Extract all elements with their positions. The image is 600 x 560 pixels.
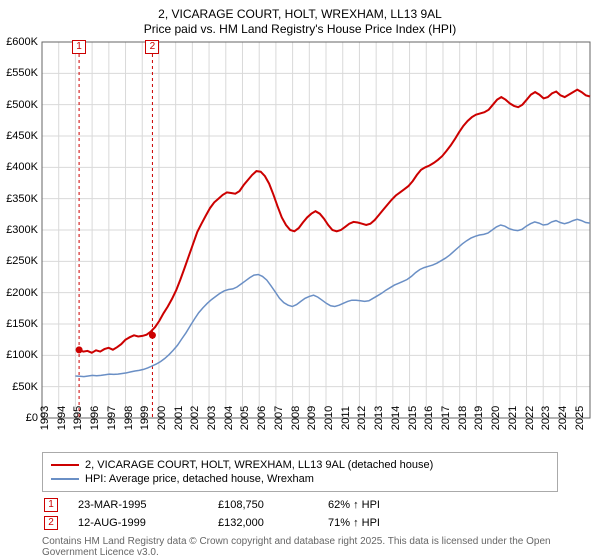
sale-marker-box: 2 <box>145 40 159 54</box>
ytick-label: £200K <box>6 287 42 299</box>
xtick-label: 1995 <box>66 406 84 430</box>
chart-plot-area: £0£50K£100K£150K£200K£250K£300K£350K£400… <box>42 42 590 418</box>
ytick-label: £450K <box>6 130 42 142</box>
xtick-label: 2016 <box>417 406 435 430</box>
ytick-label: £100K <box>6 349 42 361</box>
sale-date: 12-AUG-1999 <box>78 517 198 529</box>
footer-text: Contains HM Land Registry data © Crown c… <box>42 536 558 558</box>
legend-row: HPI: Average price, detached house, Wrex… <box>51 473 549 485</box>
xtick-label: 2023 <box>534 406 552 430</box>
xtick-label: 2018 <box>451 406 469 430</box>
xtick-label: 2024 <box>551 406 569 430</box>
ytick-label: £300K <box>6 224 42 236</box>
xtick-label: 1999 <box>133 406 151 430</box>
xtick-label: 2000 <box>150 406 168 430</box>
ytick-label: £50K <box>12 381 42 393</box>
xtick-label: 1996 <box>83 406 101 430</box>
xtick-label: 2013 <box>367 406 385 430</box>
sale-price: £108,750 <box>218 499 308 511</box>
xtick-label: 2002 <box>183 406 201 430</box>
xtick-label: 1998 <box>117 406 135 430</box>
chart-subtitle: Price paid vs. HM Land Registry's House … <box>0 22 600 40</box>
xtick-label: 2012 <box>350 406 368 430</box>
xtick-label: 2003 <box>200 406 218 430</box>
xtick-label: 2010 <box>317 406 335 430</box>
legend-row: 2, VICARAGE COURT, HOLT, WREXHAM, LL13 9… <box>51 459 549 471</box>
sale-marker-icon: 2 <box>44 516 58 530</box>
xtick-label: 2008 <box>284 406 302 430</box>
xtick-label: 2005 <box>233 406 251 430</box>
legend: 2, VICARAGE COURT, HOLT, WREXHAM, LL13 9… <box>42 452 558 558</box>
xtick-label: 2017 <box>434 406 452 430</box>
xtick-label: 2015 <box>401 406 419 430</box>
xtick-label: 2009 <box>300 406 318 430</box>
xtick-label: 1993 <box>33 406 51 430</box>
legend-swatch <box>51 478 79 480</box>
xtick-label: 2007 <box>267 406 285 430</box>
chart-title: 2, VICARAGE COURT, HOLT, WREXHAM, LL13 9… <box>0 0 600 22</box>
xtick-label: 2014 <box>384 406 402 430</box>
xtick-label: 2001 <box>167 406 185 430</box>
xtick-label: 2022 <box>518 406 536 430</box>
xtick-label: 2021 <box>501 406 519 430</box>
xtick-label: 2006 <box>250 406 268 430</box>
sale-marker-box: 1 <box>72 40 86 54</box>
legend-label: HPI: Average price, detached house, Wrex… <box>85 473 314 485</box>
xtick-label: 2025 <box>568 406 586 430</box>
sale-pct: 62% ↑ HPI <box>328 499 418 511</box>
xtick-label: 2019 <box>467 406 485 430</box>
xtick-label: 1994 <box>50 406 68 430</box>
ytick-label: £600K <box>6 36 42 48</box>
sale-date: 23-MAR-1995 <box>78 499 198 511</box>
sale-row: 1 23-MAR-1995 £108,750 62% ↑ HPI <box>42 498 558 512</box>
xtick-label: 1997 <box>100 406 118 430</box>
sale-marker-icon: 1 <box>44 498 58 512</box>
ytick-label: £250K <box>6 255 42 267</box>
legend-sales: 1 23-MAR-1995 £108,750 62% ↑ HPI 2 12-AUG-199… <box>42 498 558 530</box>
sale-price: £132,000 <box>218 517 308 529</box>
chart-svg <box>42 42 590 418</box>
sale-pct: 71% ↑ HPI <box>328 517 418 529</box>
ytick-label: £500K <box>6 99 42 111</box>
ytick-label: £550K <box>6 67 42 79</box>
legend-swatch <box>51 464 79 466</box>
ytick-label: £400K <box>6 161 42 173</box>
ytick-label: £150K <box>6 318 42 330</box>
sale-row: 2 12-AUG-1999 £132,000 71% ↑ HPI <box>42 516 558 530</box>
legend-series-box: 2, VICARAGE COURT, HOLT, WREXHAM, LL13 9… <box>42 452 558 492</box>
ytick-label: £350K <box>6 193 42 205</box>
xtick-label: 2020 <box>484 406 502 430</box>
legend-label: 2, VICARAGE COURT, HOLT, WREXHAM, LL13 9… <box>85 459 433 471</box>
